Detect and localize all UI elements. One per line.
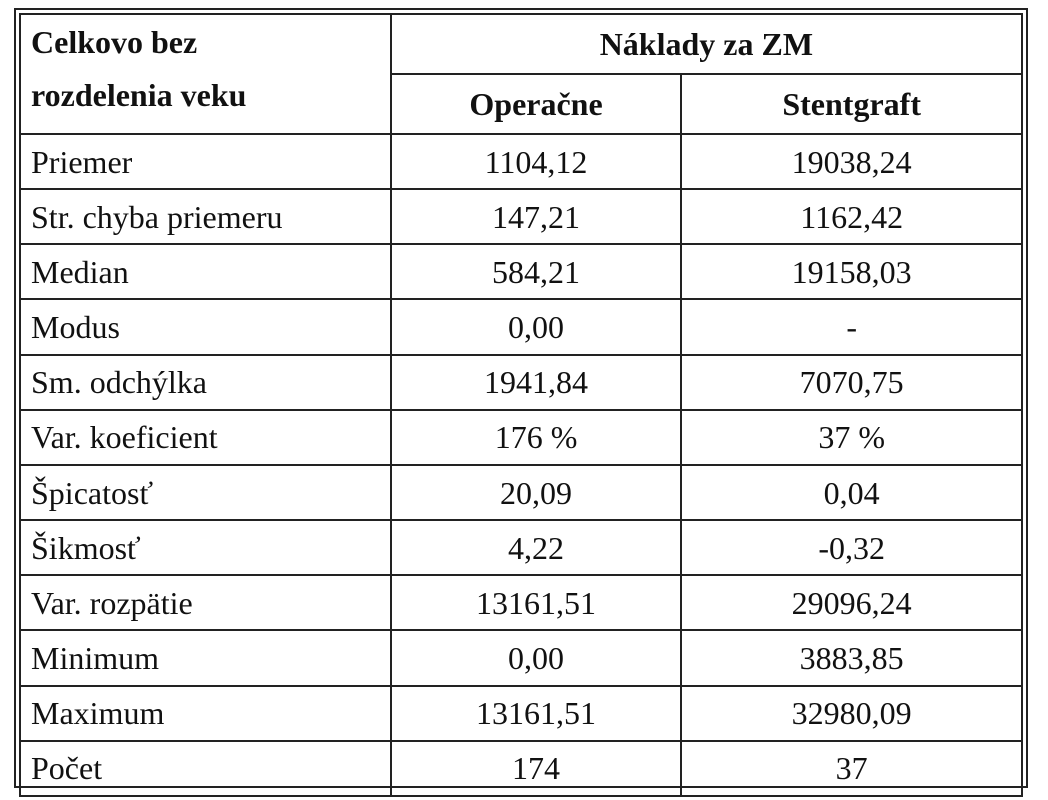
- row-label: Modus: [19, 298, 392, 356]
- row-label: Median: [19, 243, 392, 301]
- cell-value: 4,22: [389, 519, 683, 577]
- cell-value: 3883,85: [680, 629, 1023, 687]
- corner-line: Celkovo bez: [31, 24, 198, 60]
- row-label: Str. chyba priemeru: [19, 188, 392, 246]
- data-row: Minimum 0,00 3883,85: [19, 629, 1023, 687]
- cell-value: 0,04: [680, 463, 1023, 522]
- row-label: Sm. odchýlka: [19, 353, 392, 411]
- cell-value: 32980,09: [680, 684, 1023, 742]
- row-label: Špicatosť: [19, 463, 392, 522]
- data-row: Median 584,21 19158,03: [19, 243, 1023, 301]
- cell-value: -: [680, 298, 1023, 356]
- column-header: Operačne: [389, 73, 683, 135]
- cell-value: 147,21: [389, 188, 683, 246]
- data-row: Sm. odchýlka 1941,84 7070,75: [19, 353, 1023, 411]
- cell-value: 176 %: [389, 408, 683, 466]
- cell-value: 1941,84: [389, 353, 683, 411]
- table-head: Celkovo bez rozdelenia veku Náklady za Z…: [19, 13, 1024, 135]
- cell-value: 19158,03: [680, 243, 1023, 301]
- corner-line: rozdelenia veku: [31, 77, 247, 113]
- cell-value: 0,00: [389, 629, 683, 687]
- column-header: Stentgraft: [680, 73, 1023, 135]
- row-label: Priemer: [19, 132, 392, 191]
- header-row: Celkovo bez rozdelenia veku Náklady za Z…: [19, 13, 1024, 135]
- cell-value: 174: [389, 739, 683, 798]
- cell-value: 13161,51: [389, 684, 683, 742]
- stats-table: Celkovo bez rozdelenia veku Náklady za Z…: [19, 13, 1024, 798]
- cell-value: 1104,12: [389, 132, 683, 191]
- header-row: Operačne Stentgraft: [20, 73, 1023, 135]
- data-row: Modus 0,00-: [19, 298, 1023, 356]
- row-label: Počet: [19, 739, 392, 798]
- row-label: Šikmosť: [19, 519, 392, 577]
- cell-value: 1162,42: [680, 188, 1023, 246]
- data-row: Var. rozpätie 13161,51 29096,24: [19, 574, 1023, 632]
- group-header: Náklady za ZM: [389, 13, 1024, 75]
- data-row: Priemer 1104,12 19038,24: [19, 132, 1023, 191]
- row-label: Minimum: [19, 629, 392, 687]
- table-body: Priemer 1104,12 19038,24 Str. chyba priemer…: [19, 132, 1023, 798]
- row-label: Var. koeficient: [19, 408, 392, 466]
- cell-value: 584,21: [389, 243, 683, 301]
- cell-value: 20,09: [389, 463, 683, 522]
- data-row: Maximum 13161,51 32980,09: [19, 684, 1023, 742]
- row-label: Maximum: [19, 684, 392, 742]
- corner-header: Celkovo bez rozdelenia veku: [19, 13, 392, 135]
- cell-value: 13161,51: [389, 574, 683, 632]
- cell-value: 19038,24: [680, 132, 1023, 191]
- data-row: Str. chyba priemeru 147,21 1162,42: [19, 188, 1023, 246]
- row-label: Var. rozpätie: [19, 574, 392, 632]
- cell-value: 37 %: [680, 408, 1023, 466]
- data-row: Var. koeficient 176 % 37 %: [19, 408, 1023, 466]
- cell-value: 37: [680, 739, 1023, 798]
- cell-value: -0,32: [680, 519, 1023, 577]
- data-row: Špicatosť 20,09 0,04: [19, 463, 1023, 522]
- cell-value: 0,00: [389, 298, 683, 356]
- data-row: Počet 174 37: [19, 739, 1023, 798]
- cell-value: 7070,75: [680, 353, 1023, 411]
- cell-value: 29096,24: [680, 574, 1023, 632]
- table-frame: Celkovo bez rozdelenia veku Náklady za Z…: [14, 8, 1028, 798]
- data-row: Šikmosť 4,22 -0,32: [19, 519, 1023, 577]
